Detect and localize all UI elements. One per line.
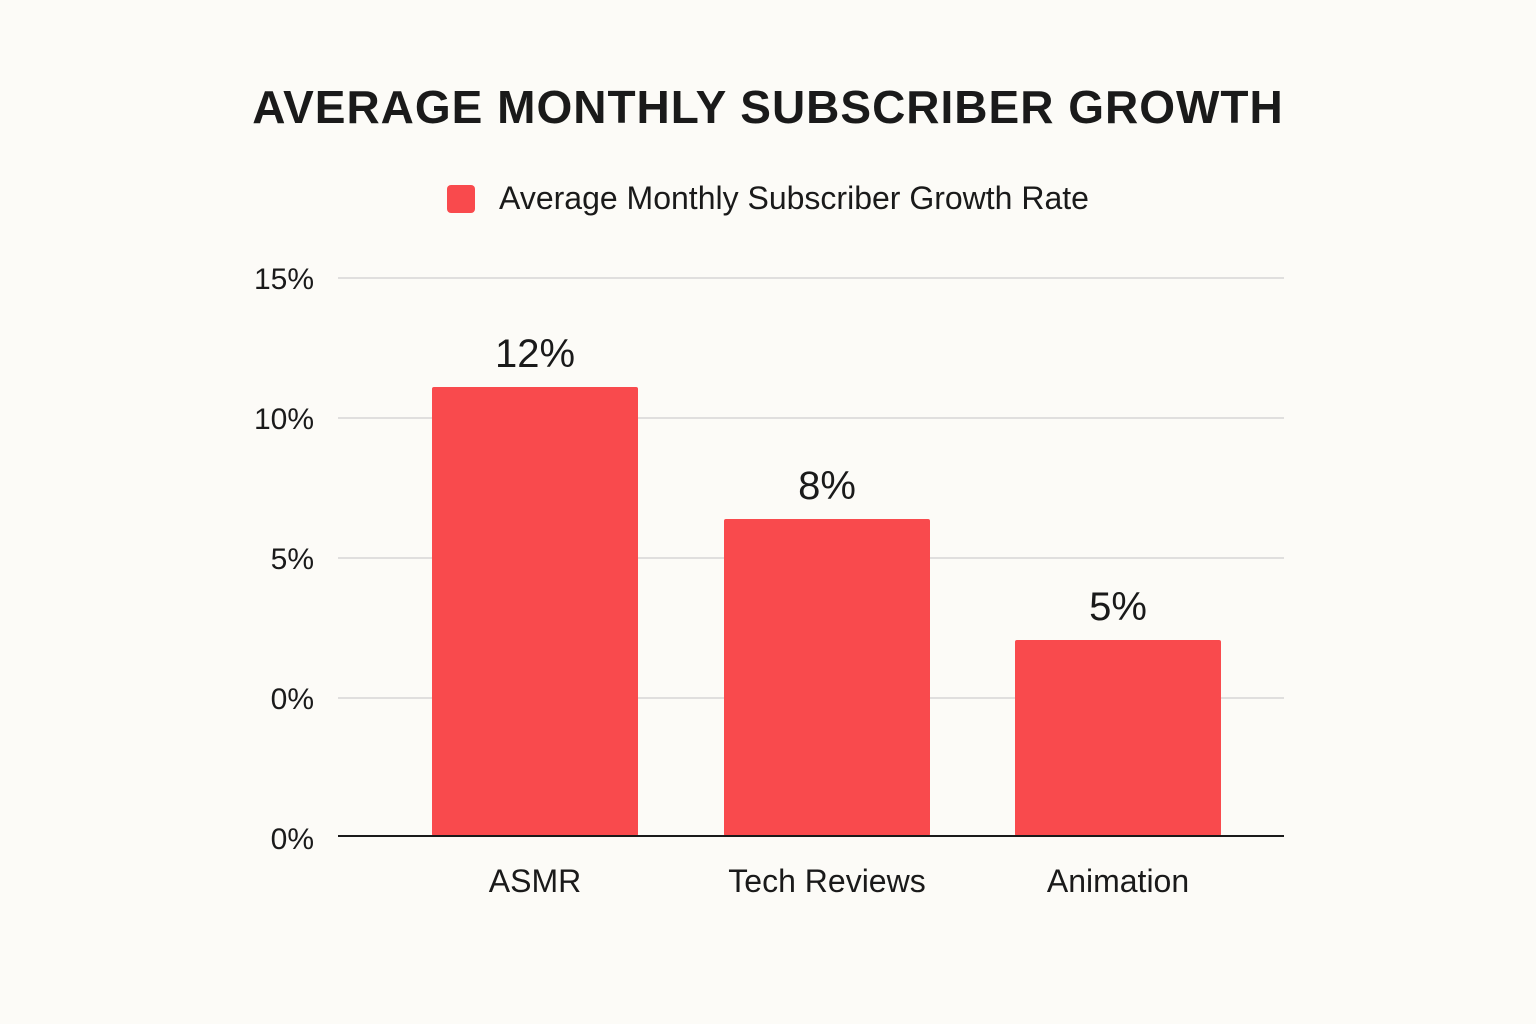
bar-animation xyxy=(1015,640,1221,836)
legend-label: Average Monthly Subscriber Growth Rate xyxy=(499,180,1089,216)
legend-swatch xyxy=(447,184,476,213)
x-category-label: Animation xyxy=(1047,863,1189,899)
x-axis-categories: ASMR Tech Reviews Animation xyxy=(489,863,1189,899)
y-tick-label: 10% xyxy=(254,403,314,436)
data-labels: 12% 8% 5% xyxy=(495,332,1147,629)
data-label: 8% xyxy=(798,464,856,508)
y-tick-label: 0% xyxy=(271,683,314,716)
y-axis-ticks: 15% 10% 5% 0% 0% xyxy=(254,263,314,856)
bar-tech-reviews xyxy=(724,519,930,836)
bar-asmr xyxy=(432,387,638,836)
x-category-label: ASMR xyxy=(489,863,581,899)
data-label: 5% xyxy=(1089,585,1147,629)
legend: Average Monthly Subscriber Growth Rate xyxy=(0,180,1536,217)
bars xyxy=(432,387,1221,836)
y-tick-label: 5% xyxy=(271,543,314,576)
y-tick-label: 15% xyxy=(254,263,314,296)
y-tick-label: 0% xyxy=(271,823,314,856)
data-label: 12% xyxy=(495,332,575,376)
x-category-label: Tech Reviews xyxy=(728,863,925,899)
chart-title: AVERAGE MONTHLY SUBSCRIBER GROWTH xyxy=(252,81,1284,133)
